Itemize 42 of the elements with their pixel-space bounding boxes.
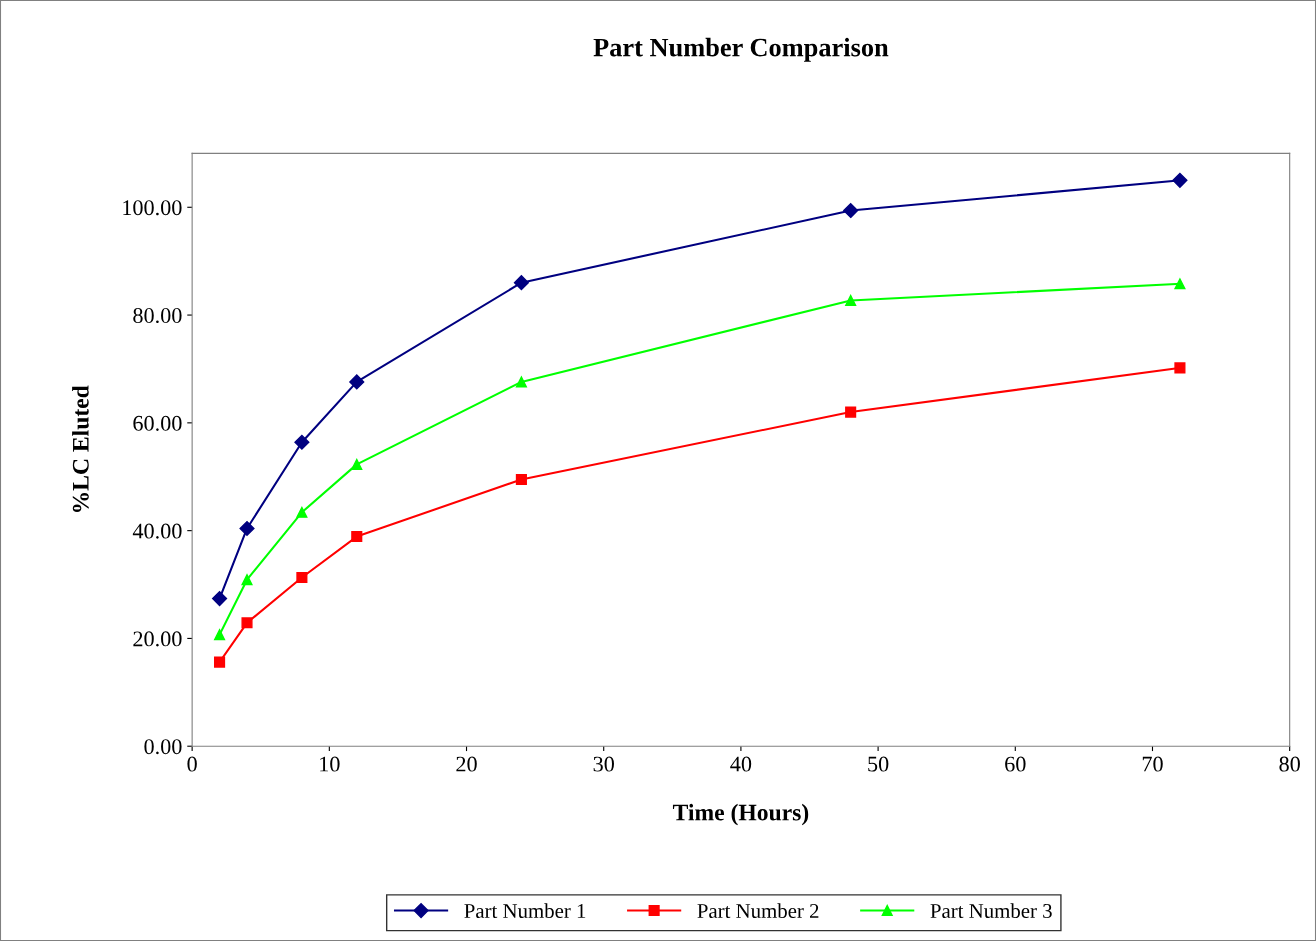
point [515,473,527,485]
x-tick-label: 30 [593,756,614,772]
chart-title: Part Number Comparison [593,37,889,62]
legend-label: Part Number 3 [930,903,1052,919]
point [1172,172,1188,188]
point [1174,278,1186,290]
y-tick-label: 20.00 [133,631,182,647]
point [845,294,857,307]
point [241,574,253,586]
x-tick-label: 70 [1142,756,1163,772]
point [239,520,255,537]
point [513,275,529,291]
y-tick-label: 40.00 [132,523,182,539]
x-tick-label: 0 [187,756,197,772]
y-axis-title: %LC Eluted [72,385,89,512]
point [296,506,308,518]
x-tick-label: 50 [868,756,889,772]
y-tick-label: 60.00 [133,415,182,431]
point [214,629,226,641]
point [214,656,226,668]
point [843,202,859,219]
point [515,376,527,388]
point [351,458,363,470]
point [294,434,310,450]
point [1174,362,1186,374]
x-tick-label: 20 [456,756,477,772]
point [845,406,857,418]
y-tick-label: 80.00 [133,308,182,324]
point [296,571,308,584]
x-tick-label: 10 [320,756,340,772]
x-tick-label: 40 [730,756,752,772]
y-tick-label: 100.00 [123,200,182,216]
point [241,617,253,629]
x-tick-label: 80 [1279,756,1300,772]
point [351,531,363,543]
y-tick-label: 0.00 [144,739,182,755]
point [212,590,228,607]
x-axis-title: Time (Hours) [672,803,809,826]
x-tick-label: 60 [1005,756,1026,772]
legend-label: Part Number 1 [464,903,586,919]
point [349,374,365,390]
legend-label: Part Number 2 [697,903,819,919]
